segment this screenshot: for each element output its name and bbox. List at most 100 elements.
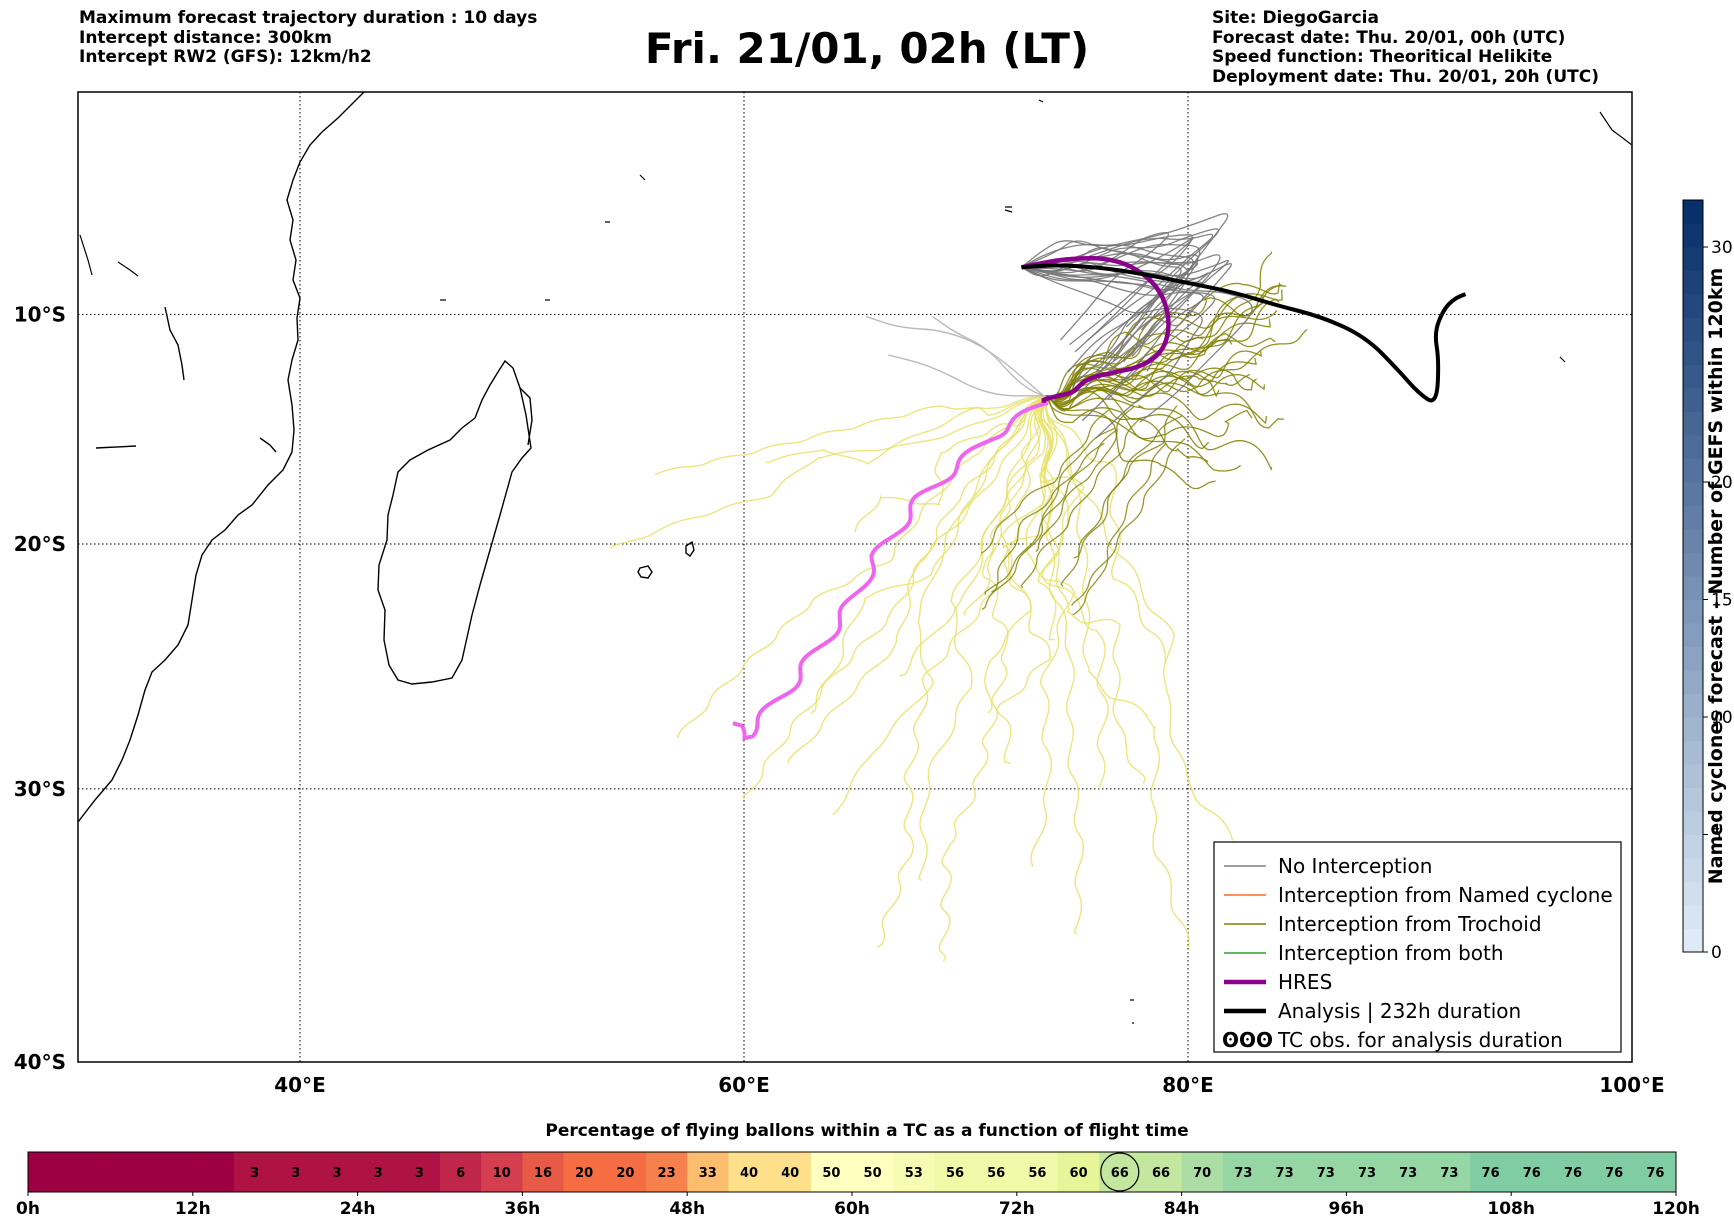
lon-tick-label: 100°E: [1599, 1073, 1664, 1097]
olive-trajectory: [1046, 285, 1287, 397]
colorbar-segment: [1683, 200, 1703, 224]
olive-trajectory: [1072, 442, 1167, 616]
percentage-cell-label: 20: [616, 1166, 634, 1181]
colorbar-segment: [1683, 247, 1703, 271]
legend-entry-label: Interception from Named cyclone: [1278, 883, 1613, 907]
percentage-cell: [563, 1152, 606, 1192]
percentage-cell-label: 76: [1646, 1166, 1664, 1181]
olive-trajectory: [980, 409, 1110, 554]
yellow-trajectory: [996, 395, 1055, 765]
percentage-cell: [1140, 1152, 1182, 1192]
percentage-cell: [192, 1152, 235, 1192]
gray-trajectory: [1021, 266, 1216, 400]
colorbar-segment: [1683, 505, 1703, 530]
bottom-tick-label: 24h: [340, 1199, 376, 1219]
percentage-cell: [234, 1152, 276, 1192]
percentage-cell: [687, 1152, 729, 1192]
olive-trajectory: [1046, 357, 1257, 407]
percentage-cell-label: 56: [1028, 1166, 1046, 1181]
olive-trajectory: [1045, 296, 1265, 399]
percentage-cell: [1222, 1152, 1265, 1192]
yellow-trajectory: [676, 395, 1047, 739]
olive-trajectory: [991, 442, 1105, 593]
island-mauritius: [685, 540, 695, 558]
seychelles-islands: [79, 99, 1632, 1024]
percentage-cell: [810, 1152, 853, 1192]
yellow-trajectory: [917, 395, 1047, 881]
colorbar-segment: [1683, 529, 1703, 553]
percentage-cell: [1346, 1152, 1388, 1192]
bottom-tick-label: 36h: [505, 1199, 541, 1219]
olive-trajectory: [984, 428, 1118, 596]
site-text: Site: DiegoGarcia: [1212, 8, 1379, 28]
analysis-trajectory: [1021, 263, 1467, 403]
percentage-cell: [728, 1152, 770, 1192]
percentage-cell: [1264, 1152, 1306, 1192]
olive-trajectory: [1073, 405, 1178, 559]
map-panel: 10°S 20°S 30°S 40°S 40°E 60°E 80°E 100°E No In…: [14, 91, 1665, 1097]
named-cyclones-colorbar: 0 5 10 15 20 30 Named cyclones forecast - Numb…: [1682, 199, 1733, 963]
colorbar-segment: [1683, 435, 1703, 459]
yellow-trajectory: [899, 395, 1047, 677]
percentage-cell: [975, 1152, 1018, 1192]
colorbar-segment: [1683, 811, 1703, 835]
speed-function-text: Speed function: Theoritical Helikite: [1212, 47, 1553, 67]
percentage-cell-label: 76: [1605, 1166, 1623, 1181]
africa-coastline: [78, 92, 365, 823]
gray-trajectory: [1021, 243, 1201, 356]
bottom-colorbar-title: Percentage of flying ballons within a TC…: [545, 1121, 1188, 1141]
lon-tick-label: 80°E: [1162, 1073, 1214, 1097]
percentage-cell-label: 66: [1152, 1166, 1170, 1181]
map-frame: [77, 91, 1633, 1063]
colorbar-frame: [1682, 199, 1704, 953]
percentage-cell: [1428, 1152, 1471, 1192]
latitude-tick-labels: 10°S 20°S 30°S 40°S: [14, 302, 66, 1074]
percentage-cell: [852, 1152, 894, 1192]
lat-tick-label: 40°S: [14, 1050, 66, 1074]
header-left: Maximum forecast trajectory duration : 1…: [79, 8, 537, 68]
percentage-cell: [1058, 1152, 1100, 1192]
comoros-islands: [95, 306, 277, 453]
percentage-cell: [275, 1152, 317, 1192]
olive-trajectory: [1047, 282, 1281, 399]
percentage-cell-label: 3: [250, 1166, 259, 1181]
bottom-tick-label: 12h: [175, 1199, 211, 1219]
percentage-cell-label: 3: [332, 1166, 341, 1181]
colorbar-segment: [1683, 858, 1703, 882]
percentage-cell: [440, 1152, 482, 1192]
colorbar-segment: [1683, 670, 1703, 694]
percentage-cell-label: 53: [905, 1166, 923, 1181]
lon-tick-label: 60°E: [718, 1073, 770, 1097]
olive-trajectory: [1045, 395, 1241, 472]
longitude-tick-labels: 40°E 60°E 80°E 100°E: [274, 1073, 1664, 1097]
percentage-cell-label: 73: [1399, 1166, 1417, 1181]
bottom-tick-label: 48h: [669, 1199, 705, 1219]
percentage-cell-label: 60: [1070, 1166, 1088, 1181]
percentage-cell: [481, 1152, 523, 1192]
percentage-cell: [316, 1152, 358, 1192]
legend-entry-label: Analysis | 232h duration: [1278, 999, 1521, 1023]
colorbar-axis-label: Named cyclones forecast - Number of GEFS…: [1705, 268, 1727, 885]
percentage-cell-label: 56: [946, 1166, 964, 1181]
olive-trajectory: [1020, 417, 1142, 589]
percentage-cell-label: 73: [1440, 1166, 1458, 1181]
lat-tick-label: 20°S: [14, 532, 66, 556]
trajectory-layer: [610, 213, 1467, 962]
madagascar-east-tip: [519, 387, 533, 446]
percentage-cell-label: 50: [822, 1166, 840, 1181]
percentage-cell: [357, 1152, 400, 1192]
colorbar-tick-label: 5: [1711, 826, 1722, 846]
colorbar-segment: [1683, 388, 1703, 412]
percentage-cell: [604, 1152, 647, 1192]
olive-trajectory: [1046, 375, 1284, 429]
colorbar-segment: [1683, 364, 1703, 389]
tc-obs-icon: ʘʘʘ: [1222, 1028, 1273, 1052]
percentage-cell-label: 50: [864, 1166, 882, 1181]
colorbar-segment: [1683, 905, 1703, 929]
bottom-tick-label: 96h: [1329, 1199, 1365, 1219]
lat-tick-label: 30°S: [14, 777, 66, 801]
pink-trajectory: [732, 400, 1049, 741]
olive-trajectory: [1046, 298, 1280, 398]
colorbar-segment: [1683, 834, 1703, 859]
olive-trajectory: [1035, 405, 1135, 553]
